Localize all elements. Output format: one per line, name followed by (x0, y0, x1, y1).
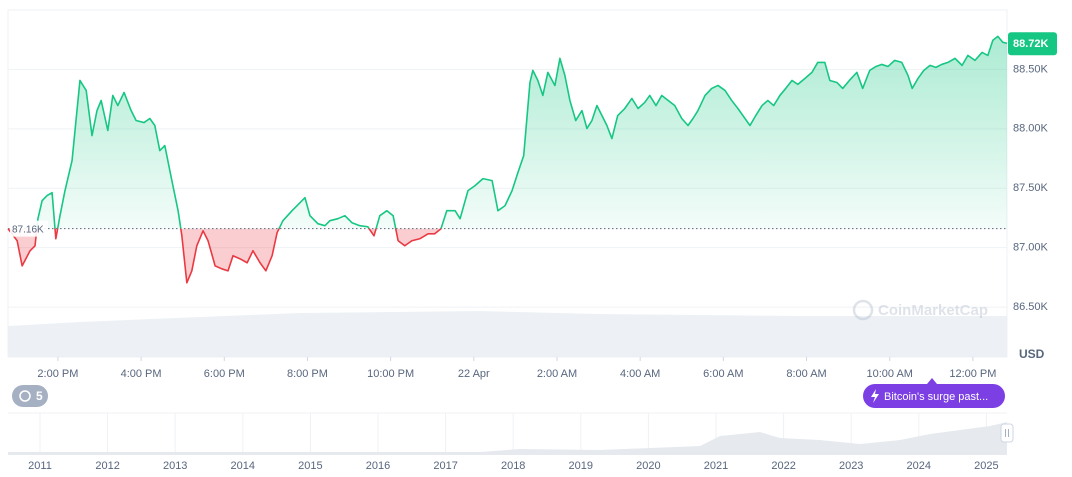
history-icon (19, 390, 31, 402)
navigator-year: 2013 (163, 460, 187, 472)
navigator-year: 2016 (366, 460, 390, 472)
navigator-year: 2025 (974, 460, 998, 472)
navigator-year: 2020 (636, 460, 660, 472)
navigator-year: 2018 (501, 460, 525, 472)
navigator-handle[interactable] (1000, 423, 1014, 443)
bolt-icon (871, 389, 879, 403)
events-badge[interactable]: 5 (12, 385, 48, 407)
events-count: 5 (36, 389, 43, 403)
currency-label: USD (1019, 347, 1045, 361)
watermark-text: CoinMarketCap (878, 302, 988, 319)
x-tick-label: 2:00 PM (37, 368, 78, 380)
y-tick-label: 86.50K (1013, 301, 1049, 313)
x-tick-label: 8:00 PM (287, 368, 328, 380)
watermark: CoinMarketCap (852, 299, 988, 321)
news-pointer (927, 378, 937, 384)
area-fill (8, 36, 1007, 283)
navigator-year: 2012 (95, 460, 119, 472)
x-tick-label: 4:00 PM (121, 368, 162, 380)
navigator-year: 2021 (704, 460, 728, 472)
navigator (8, 412, 1014, 455)
navigator-year: 2024 (907, 460, 931, 472)
navigator-year: 2011 (28, 460, 52, 472)
y-tick-label: 88.50K (1013, 63, 1049, 75)
news-pill[interactable]: Bitcoin's surge past... (863, 378, 1005, 408)
x-tick-label: 4:00 AM (620, 368, 660, 380)
x-tick-label: 22 Apr (458, 368, 490, 380)
navigator-area (8, 422, 1007, 455)
navigator-year: 2019 (569, 460, 593, 472)
last-price-label: 88.72K (1013, 38, 1049, 50)
navigator-year: 2017 (433, 460, 457, 472)
navigator-year: 2023 (839, 460, 863, 472)
x-tick-label: 6:00 PM (204, 368, 245, 380)
navigator-year: 2022 (771, 460, 795, 472)
baseline-label-bg (10, 220, 48, 237)
y-tick-label: 87.50K (1013, 182, 1049, 194)
last-price-badge (1008, 32, 1057, 56)
news-text: Bitcoin's surge past... (884, 391, 988, 403)
x-tick-label: 10:00 AM (866, 368, 912, 380)
x-tick-label: 8:00 AM (786, 368, 826, 380)
x-tick-label: 10:00 PM (367, 368, 414, 380)
baseline-label: 87.16K (12, 224, 44, 235)
x-tick-label: 6:00 AM (703, 368, 743, 380)
volume-backdrop (8, 311, 1007, 357)
y-tick-label: 88.00K (1013, 123, 1049, 135)
x-tick-label: 12:00 PM (949, 368, 996, 380)
price-line (7, 35, 1008, 284)
x-tick-label: 2:00 AM (537, 368, 577, 380)
news-pill-bg (863, 384, 1005, 408)
navigator-year: 2015 (298, 460, 322, 472)
y-tick-label: 87.00K (1013, 242, 1049, 254)
navigator-year: 2014 (231, 460, 255, 472)
